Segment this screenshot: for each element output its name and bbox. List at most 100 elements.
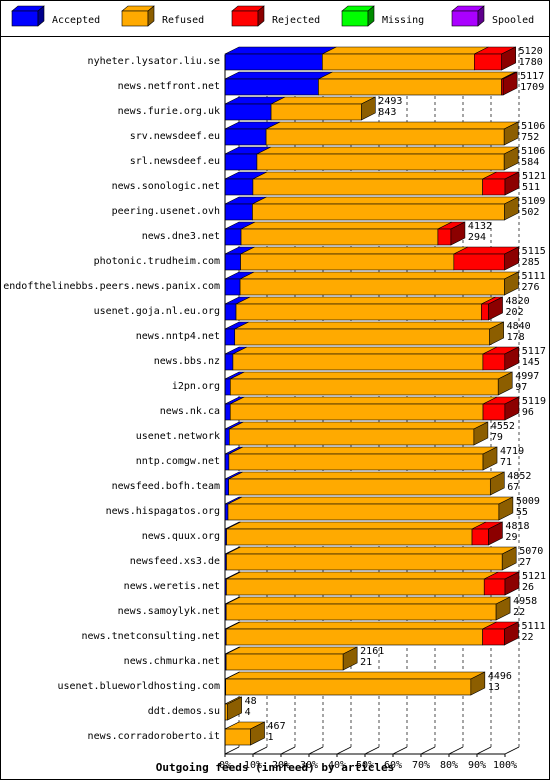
bar-refused-side	[482, 446, 498, 471]
floor-line	[476, 746, 492, 755]
floor-line	[252, 746, 268, 755]
row-accepted-count: 502	[521, 207, 539, 218]
row-label: news.nk.ca	[160, 406, 220, 417]
row-label: news.bbs.nz	[154, 356, 220, 367]
bar-refused	[256, 153, 505, 171]
bar-rejected	[483, 578, 506, 596]
bar-refused-top	[252, 196, 519, 205]
bar-refused-side	[489, 471, 505, 496]
floor-line	[448, 746, 464, 755]
bar-rejected-side	[504, 346, 520, 371]
legend-label: Refused	[162, 15, 204, 26]
bar-accepted	[224, 253, 241, 271]
row-total: 5109	[521, 196, 545, 207]
bar-refused	[225, 653, 344, 671]
bar-refused-side	[250, 721, 265, 746]
bar-refused	[240, 253, 455, 271]
floor-line	[224, 746, 240, 755]
bar-refused-top	[225, 671, 485, 680]
bar-accepted	[224, 328, 236, 346]
bar-refused-top	[229, 421, 489, 430]
bar-refused-side	[342, 646, 358, 671]
bar-refused-top	[226, 571, 499, 580]
row-label: news.sonologic.net	[112, 181, 220, 192]
legend: Accepted Refused Rejected Missing Spooled	[11, 5, 534, 27]
bar-refused	[239, 278, 505, 296]
bar-refused	[224, 728, 251, 746]
row-total: 4552	[491, 421, 515, 432]
row-accepted-count: 145	[522, 357, 540, 368]
row-accepted-count: 27	[519, 557, 531, 568]
bar-refused-top	[228, 471, 505, 480]
row-total: 5117	[522, 346, 546, 357]
row-label: ddt.demos.su	[148, 706, 220, 717]
bar-refused-top	[252, 171, 497, 180]
bar-refused	[252, 203, 505, 221]
bar-rejected	[471, 528, 489, 546]
bar-refused	[232, 353, 484, 371]
row-label: newsfeed.bofh.team	[112, 481, 220, 492]
row-total: 5070	[519, 546, 543, 557]
row-total: 4132	[468, 221, 492, 232]
bar-refused	[235, 303, 482, 321]
floor-line	[336, 746, 352, 755]
bar-refused	[234, 328, 490, 346]
bar-refused-side	[503, 121, 519, 146]
bar-refused	[252, 178, 483, 196]
row-total: 4958	[513, 596, 537, 607]
row-accepted-count: 294	[468, 232, 486, 243]
row-total: 4997	[515, 371, 539, 382]
bar-refused	[225, 678, 472, 696]
row-accepted-count: 22	[521, 632, 533, 643]
x-tick-label: 90%	[468, 760, 486, 771]
bar-refused-top	[227, 496, 514, 505]
x-tick-label: 100%	[493, 760, 517, 771]
bar-refused-top	[232, 346, 498, 355]
x-tick-label: 20%	[272, 760, 290, 771]
row-label: news.nntp4.net	[136, 331, 220, 342]
row-total: 4840	[507, 321, 531, 332]
row-label: news.hispagatos.org	[106, 506, 220, 517]
bar-refused-side	[495, 596, 511, 621]
bar-rejected-side	[504, 621, 519, 646]
bar-accepted-top	[224, 46, 337, 55]
row-label: news.samoylyk.net	[118, 606, 220, 617]
row-accepted-count: 276	[521, 282, 539, 293]
row-label: usenet.network	[136, 431, 220, 442]
row-total: 5106	[521, 121, 545, 132]
bar-refused	[229, 428, 475, 446]
bar-rejected-side	[504, 246, 519, 271]
bar-rejected	[453, 253, 505, 271]
bar-refused	[322, 53, 475, 71]
row-accepted-count: 71	[500, 457, 512, 468]
row-label: news.tnetconsulting.net	[82, 631, 220, 642]
bar-refused	[224, 703, 228, 721]
floor-line	[308, 746, 324, 755]
bar-rejected	[482, 403, 506, 421]
bar-refused-side	[503, 146, 519, 171]
legend-swatch	[341, 10, 369, 27]
legend-swatch-side	[147, 5, 155, 27]
bar-refused-top	[235, 296, 496, 305]
bars	[224, 46, 520, 746]
row-label: news.furie.org.uk	[118, 106, 220, 117]
bar-refused	[226, 528, 473, 546]
bar-refused	[318, 78, 502, 96]
legend-label: Spooled	[492, 15, 534, 26]
bar-refused-top	[226, 546, 517, 555]
bar-rejected	[482, 353, 506, 371]
bar-refused	[265, 128, 505, 146]
bar-accepted	[224, 78, 319, 96]
row-accepted-count: 1780	[519, 57, 543, 68]
bar-refused-top	[240, 246, 468, 255]
bar-refused-top	[226, 521, 487, 530]
row-accepted-count: 1	[268, 732, 274, 743]
legend-label: Accepted	[52, 15, 100, 26]
bar-rejected-side	[488, 521, 503, 546]
row-label: news.netfront.net	[118, 81, 220, 92]
legend-swatch-side	[37, 5, 45, 27]
bar-refused-top	[265, 121, 519, 130]
row-accepted-count: 752	[521, 132, 539, 143]
bar-accepted	[224, 428, 230, 446]
